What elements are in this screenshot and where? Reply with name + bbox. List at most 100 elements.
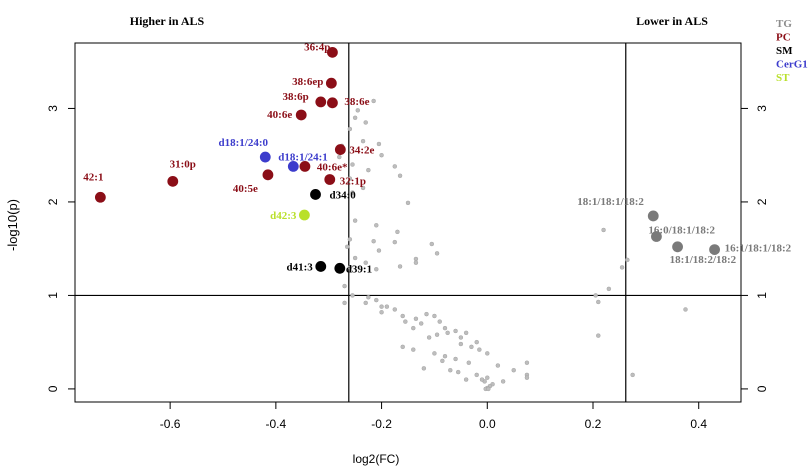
background-point — [342, 283, 347, 289]
background-point — [350, 293, 355, 298]
point-pc — [167, 175, 179, 187]
background-point — [392, 307, 397, 312]
point-pc — [94, 191, 106, 203]
background-point — [363, 120, 368, 125]
background-point — [366, 295, 371, 300]
point-sm — [315, 261, 327, 272]
background-point — [432, 351, 437, 356]
background-point — [511, 368, 516, 373]
x-tick-label: -0.2 — [371, 417, 392, 431]
background-point — [363, 300, 368, 306]
background-point — [411, 325, 416, 331]
background-point — [593, 293, 598, 298]
background-point — [466, 360, 471, 365]
legend-entry: ST — [776, 72, 790, 84]
point-pc — [327, 97, 338, 109]
background-point — [426, 335, 432, 340]
background-point — [485, 375, 490, 380]
background-point — [411, 347, 416, 352]
point-label: d34:0 — [330, 189, 357, 201]
background-point — [442, 353, 448, 359]
legend-entry: CerG1 — [776, 59, 808, 71]
background-point — [405, 200, 411, 206]
background-point — [403, 319, 408, 324]
y-tick-label: 0 — [46, 385, 60, 392]
background-point — [606, 286, 612, 292]
background-point — [424, 311, 429, 317]
point-label: 40:6e — [267, 109, 292, 121]
background-point — [397, 173, 403, 178]
background-point — [400, 344, 405, 350]
background-point — [453, 356, 458, 362]
point-label: 18:1/18:1/18:2 — [577, 196, 644, 208]
background-point — [463, 377, 469, 382]
background-point — [347, 265, 353, 270]
background-point — [384, 304, 390, 309]
x-tick-label: 0.0 — [479, 417, 496, 431]
background-point — [495, 363, 501, 368]
background-point — [479, 377, 485, 382]
background-point — [434, 332, 440, 337]
background-point — [379, 310, 384, 315]
y-tick-label: 2 — [46, 198, 60, 205]
background-point — [350, 162, 355, 167]
background-point — [469, 344, 474, 350]
point-label: 38:6p — [283, 91, 309, 103]
point-label: d41:3 — [287, 261, 314, 273]
background-point — [374, 223, 379, 228]
background-point — [337, 154, 342, 160]
background-point — [429, 241, 434, 247]
background-point — [625, 257, 630, 263]
background-point — [360, 185, 366, 191]
background-point — [458, 341, 464, 347]
point-pc — [299, 161, 311, 172]
background-point — [395, 229, 400, 235]
background-point — [345, 244, 350, 250]
background-point — [434, 251, 440, 256]
point-st — [299, 209, 310, 221]
background-point — [619, 265, 625, 270]
point-pc — [315, 96, 327, 108]
background-point — [413, 256, 419, 262]
background-point — [442, 325, 448, 331]
point-label: d18:1/24:0 — [219, 137, 269, 149]
x-axis-label: log2(FC) — [353, 452, 400, 466]
y-tick-label: 3 — [46, 105, 60, 112]
background-point — [366, 167, 371, 173]
background-point — [413, 316, 419, 321]
background-point — [352, 255, 358, 261]
point-sm — [310, 189, 321, 200]
background-point — [474, 339, 479, 345]
point-tg — [651, 231, 662, 242]
legend-entry: TG — [776, 18, 792, 30]
background-point — [474, 372, 479, 378]
background-point — [601, 227, 606, 233]
background-point — [376, 141, 382, 147]
point-tg — [709, 244, 720, 256]
x-tick-label: 0.2 — [585, 417, 602, 431]
labeled-points: 42:1 31:0p 36:4p 38:6ep 38:6p 38:6e 40:6e 34:2e… — [83, 41, 791, 275]
point-label: d18:1/24:1 — [278, 151, 328, 163]
y-axis-label: -log10(p) — [5, 199, 20, 251]
background-point — [458, 335, 464, 340]
background-point — [524, 360, 530, 365]
point-label: 38:6ep — [292, 76, 323, 88]
point-cerg1 — [287, 161, 299, 172]
point-pc — [262, 169, 274, 181]
background-point — [397, 264, 403, 269]
x-tick-label: -0.6 — [160, 417, 181, 431]
point-pc — [334, 144, 346, 155]
background-point — [630, 372, 635, 378]
background-point — [379, 304, 384, 309]
background-point — [376, 248, 382, 253]
point-label: 18:1/18:2/18:2 — [670, 254, 737, 266]
background-point — [379, 152, 384, 158]
background-point — [350, 190, 355, 195]
background-point — [352, 218, 358, 223]
point-tg — [647, 210, 659, 222]
point-label: d42:3 — [270, 210, 297, 222]
background-point — [371, 238, 376, 244]
point-label: 16:0/18:1/18:2 — [648, 225, 715, 237]
point-sm — [334, 262, 346, 274]
